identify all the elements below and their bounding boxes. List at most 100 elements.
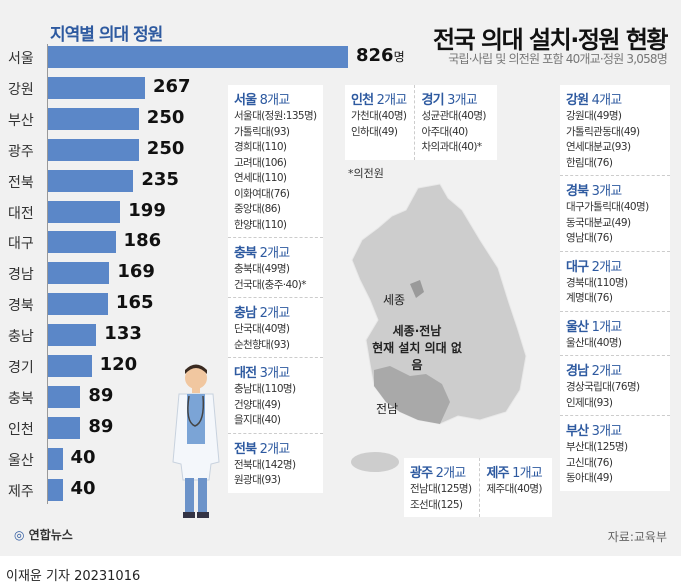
school-count: 1개교	[591, 319, 623, 335]
school-item: 전북대(142명)	[234, 458, 296, 471]
school-item: 동국대분교(49)	[566, 216, 631, 229]
group-right-4: 경남 2개교 경상국립대(76명) 인제대(93)	[560, 356, 670, 416]
region-name: 울산	[566, 319, 589, 335]
school-item: 건양대(49)	[234, 398, 281, 411]
value-number: 199	[128, 199, 166, 221]
bar	[48, 355, 92, 377]
logo-text: 연합뉴스	[28, 528, 73, 542]
group-heading: 경기 3개교	[421, 89, 485, 108]
school-count: 2개교	[376, 93, 408, 108]
school-item: 조선대(125)	[410, 498, 463, 511]
value-number: 250	[146, 106, 185, 128]
school-item: 을지대(40)	[234, 414, 281, 426]
group-heading: 서울 8개교	[234, 89, 315, 108]
school-item: 단국대(40명)	[234, 323, 290, 335]
subtitle: 국립·사립 및 의전원 포함 40개교·정원 3,058명	[448, 52, 668, 66]
value-number: 89	[88, 415, 114, 437]
region-name: 강원	[566, 93, 589, 108]
group-top-1: 경기 3개교 성균관대(40명) 아주대(40) 차의과대(40)*	[414, 85, 493, 160]
region-name: 경남	[566, 364, 589, 379]
doctor-illustration	[172, 364, 220, 518]
bar-label: 충북	[8, 390, 34, 407]
school-count: 3개교	[591, 424, 623, 439]
school-item: 한양대(110)	[234, 218, 287, 231]
no-school-line2: 현재 설치 의대 없음	[372, 341, 462, 372]
school-item: 충남대(110명)	[234, 383, 296, 395]
group-left-4: 전북 2개교 전북대(142명) 원광대(93)	[228, 434, 323, 493]
value-number: 186	[123, 230, 162, 252]
bar-value: 40	[71, 447, 96, 468]
value-number: 165	[115, 292, 154, 314]
school-item: 건국대(충주·40)*	[234, 278, 306, 291]
panel-bottom: 광주 2개교 전남대(125명) 조선대(125) 제주 1개교 제주대(40명)	[404, 458, 552, 517]
value-number: 250	[146, 137, 185, 159]
group-heading: 경북 3개교	[566, 180, 662, 199]
bar-value: 133	[104, 323, 142, 344]
school-item: 전남대(125명)	[410, 483, 472, 495]
school-item: 고신대(76)	[566, 456, 613, 469]
region-name: 광주	[410, 466, 433, 481]
group-heading: 인천 2개교	[351, 89, 408, 108]
bar	[48, 76, 145, 99]
school-item: 경상국립대(76명)	[566, 381, 640, 393]
group-right-0: 강원 4개교 강원대(49명) 가톨릭관동대(49) 연세대분교(93) 한림대(76)	[560, 85, 670, 176]
group-heading: 제주 1개교	[486, 462, 543, 481]
bar-label: 대구	[8, 236, 34, 253]
group-right-5: 부산 3개교 부산대(125명) 고신대(76) 동아대(49)	[560, 416, 670, 491]
school-count: 3개교	[259, 366, 291, 381]
group-heading: 강원 4개교	[566, 89, 662, 108]
bar-label: 울산	[8, 452, 34, 469]
bar-label: 경남	[8, 267, 34, 284]
bar-label: 제주	[8, 483, 34, 500]
school-count: 2개교	[259, 246, 291, 261]
group-top-0: 인천 2개교 가천대(40명) 인하대(49)	[345, 85, 414, 160]
value-number: 169	[117, 261, 155, 283]
school-item: 영남대(76)	[566, 232, 613, 244]
bar-value: 199	[128, 200, 166, 221]
region-name: 대구	[566, 259, 589, 275]
bar	[48, 385, 81, 408]
map-label-jeonnam: 전남	[376, 402, 399, 416]
bar-label: 강원	[8, 81, 34, 98]
value-unit: 명	[393, 50, 405, 64]
school-count: 8개교	[259, 93, 291, 108]
bar	[48, 231, 116, 254]
value-number: 133	[104, 323, 142, 345]
school-item: 울산대(40명)	[566, 336, 622, 349]
school-count: 1개교	[512, 466, 543, 481]
group-heading: 충남 2개교	[234, 302, 315, 321]
school-count: 3개교	[447, 93, 478, 108]
value-number: 40	[70, 477, 96, 499]
bar	[48, 169, 134, 192]
group-heading: 울산 1개교	[566, 316, 662, 335]
map-label-no-school: 세종·전남 현재 설치 의대 없음	[372, 322, 462, 373]
school-item: 연세대분교(93)	[566, 141, 631, 153]
bar-value: 235	[141, 169, 179, 190]
school-count: 2개교	[591, 364, 623, 379]
school-item: 경북대(110명)	[566, 276, 628, 289]
bar-label: 광주	[8, 143, 34, 160]
bar	[48, 107, 139, 130]
logo-icon: ◎	[14, 528, 25, 542]
group-heading: 대구 2개교	[566, 256, 662, 275]
group-heading: 경남 2개교	[566, 360, 662, 379]
school-item: 이화여대(76)	[234, 187, 290, 200]
bar-label: 인천	[8, 421, 34, 438]
school-count: 2개교	[435, 466, 467, 481]
region-name: 부산	[566, 424, 589, 439]
bar	[48, 416, 81, 439]
school-item: 성균관대(40명)	[421, 110, 486, 122]
school-item: 인하대(49)	[351, 125, 398, 138]
map-label-sejong: 세종	[383, 293, 406, 307]
bar	[48, 138, 139, 161]
bar-value: 40	[71, 478, 96, 499]
region-name: 대전	[234, 366, 257, 381]
group-heading: 전북 2개교	[234, 438, 315, 457]
school-item: 동아대(49)	[566, 472, 613, 484]
school-item: 가톨릭대(93)	[234, 125, 290, 138]
bar-label: 경기	[8, 360, 34, 376]
bar	[48, 324, 97, 347]
credit: 이재윤 기자 20231016	[6, 569, 141, 584]
